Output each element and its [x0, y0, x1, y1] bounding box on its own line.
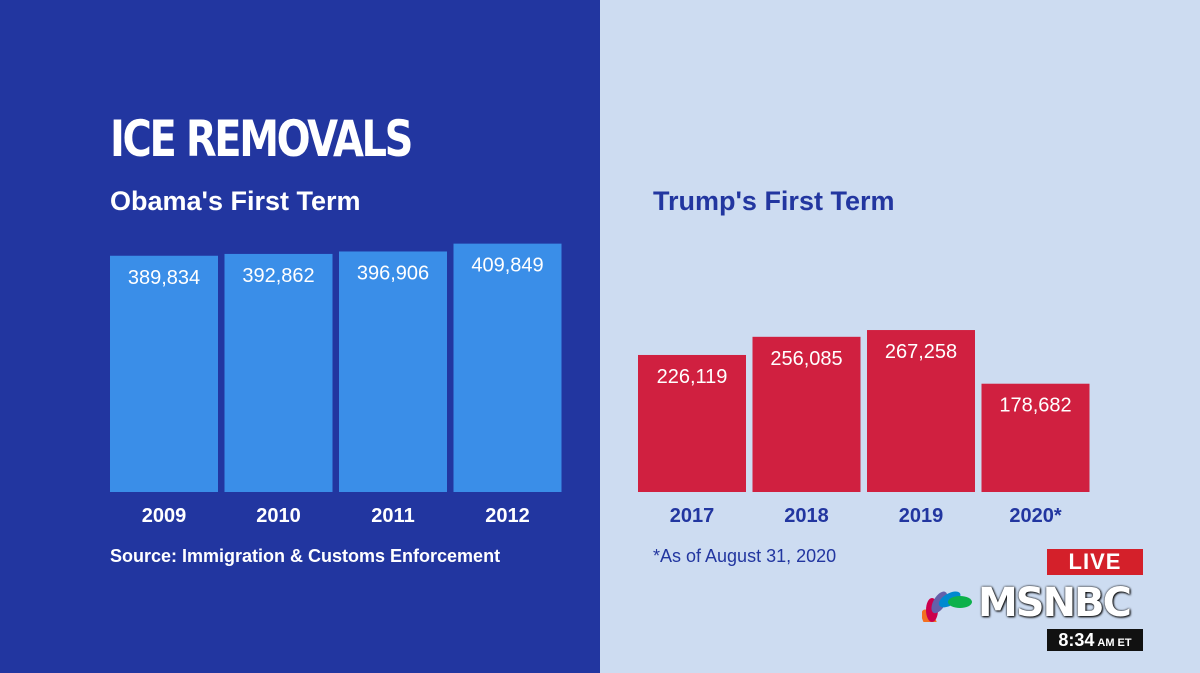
obama-year-label: 2012 — [485, 505, 530, 527]
trump-value-label: 226,119 — [657, 366, 728, 388]
broadcast-clock: 8:34 AM ET — [1047, 629, 1143, 651]
trump-year-label: 2018 — [784, 505, 829, 527]
obama-value-label: 389,834 — [128, 267, 200, 289]
obama-bar-2011 — [339, 251, 447, 492]
source-footnote: Source: Immigration & Customs Enforcemen… — [110, 546, 501, 566]
obama-value-label: 396,906 — [357, 262, 429, 284]
trump-bar-chart: 226,119 2017 256,085 2018 267,258 2019 178,682… — [638, 330, 1090, 527]
trump-bar-2017 — [638, 354, 746, 492]
trump-year-label: 2017 — [670, 505, 715, 527]
network-name: MSNBC — [978, 580, 1132, 626]
network-logo: MSNBC — [922, 580, 1148, 628]
peacock-icon — [922, 591, 972, 622]
clock-time: 8:34 — [1058, 630, 1095, 650]
as-of-footnote: *As of August 31, 2020 — [653, 546, 837, 566]
page-title: ICE REMOVALS — [110, 110, 413, 168]
obama-value-label: 409,849 — [471, 255, 543, 277]
trump-chart-title: Trump's First Term — [653, 186, 895, 216]
clock-timezone: AM ET — [1097, 637, 1132, 649]
trump-year-label: 2019 — [899, 505, 944, 527]
obama-bar-2012 — [453, 243, 562, 492]
obama-value-label: 392,862 — [242, 265, 314, 287]
obama-year-label: 2011 — [371, 505, 414, 527]
trump-bar-2020 — [981, 383, 1090, 492]
trump-value-label: 267,258 — [885, 341, 957, 363]
trump-value-label: 256,085 — [770, 348, 842, 370]
live-badge: LIVE — [1047, 549, 1143, 575]
obama-bar-2009 — [110, 255, 218, 492]
obama-bar-chart: 389,834 2009 392,862 2010 396,906 2011 409,849… — [110, 243, 562, 527]
obama-chart-title: Obama's First Term — [110, 186, 361, 216]
obama-year-label: 2009 — [142, 505, 187, 527]
trump-value-label: 178,682 — [999, 395, 1071, 417]
obama-bar-2010 — [224, 253, 333, 492]
trump-year-label: 2020* — [1009, 505, 1061, 527]
trump-bar-2019 — [867, 330, 975, 492]
trump-bar-2018 — [752, 336, 861, 492]
obama-year-label: 2010 — [256, 505, 301, 527]
